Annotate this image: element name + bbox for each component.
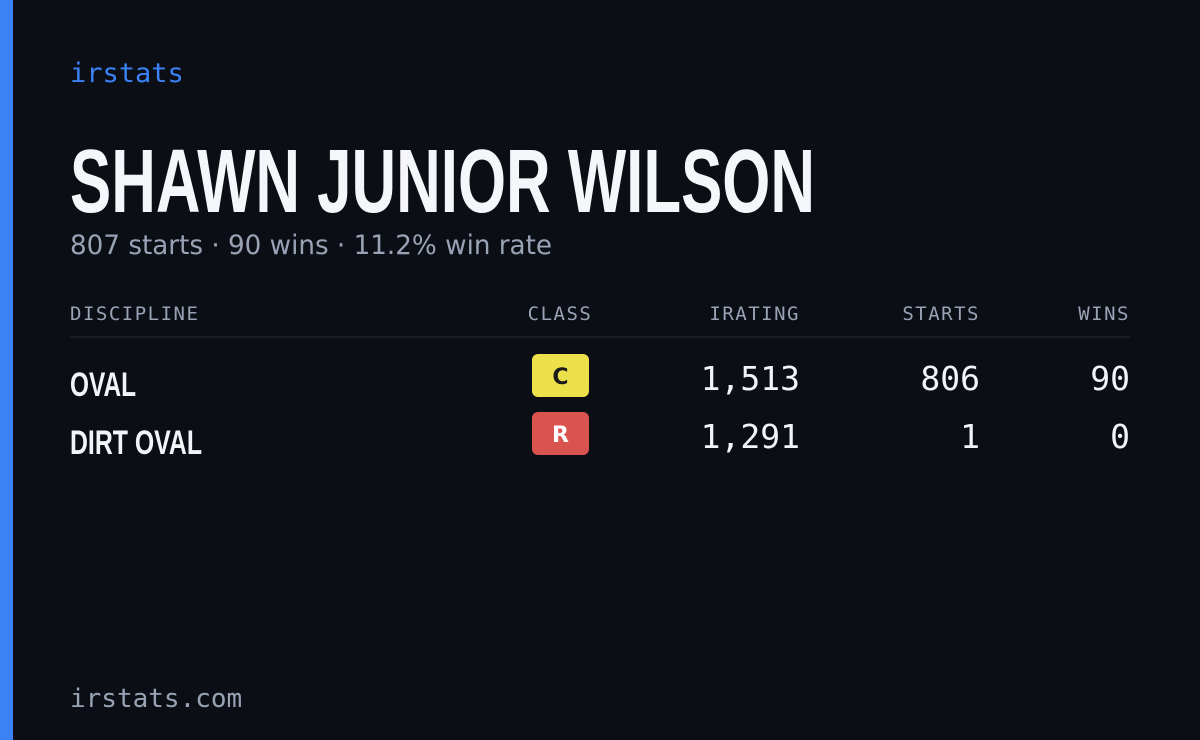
irating: 1,513 <box>701 359 800 398</box>
discipline: DIRT OVAL <box>70 424 202 462</box>
player-summary: 807 starts · 90 wins · 11.2% win rate <box>70 230 552 261</box>
class-badge <box>532 354 589 397</box>
column-header: CLASS <box>528 303 593 325</box>
brand: irstats <box>70 58 184 89</box>
class-letter: C <box>552 365 568 390</box>
class-letter: R <box>552 423 569 448</box>
column-header: DISCIPLINE <box>70 303 199 325</box>
wins: 0 <box>1110 417 1130 456</box>
starts: 1 <box>960 417 980 456</box>
discipline: OVAL <box>70 366 136 404</box>
footer-url: irstats.com <box>70 684 242 714</box>
accent-bar <box>0 0 13 740</box>
starts: 806 <box>920 359 980 398</box>
irating: 1,291 <box>701 417 800 456</box>
wins: 90 <box>1090 359 1130 398</box>
player-name: SHAWN JUNIOR WILSON <box>70 132 815 232</box>
column-header: WINS <box>1078 303 1130 325</box>
column-header: STARTS <box>902 303 980 325</box>
column-header: IRATING <box>709 303 800 325</box>
class-badge <box>532 412 589 455</box>
